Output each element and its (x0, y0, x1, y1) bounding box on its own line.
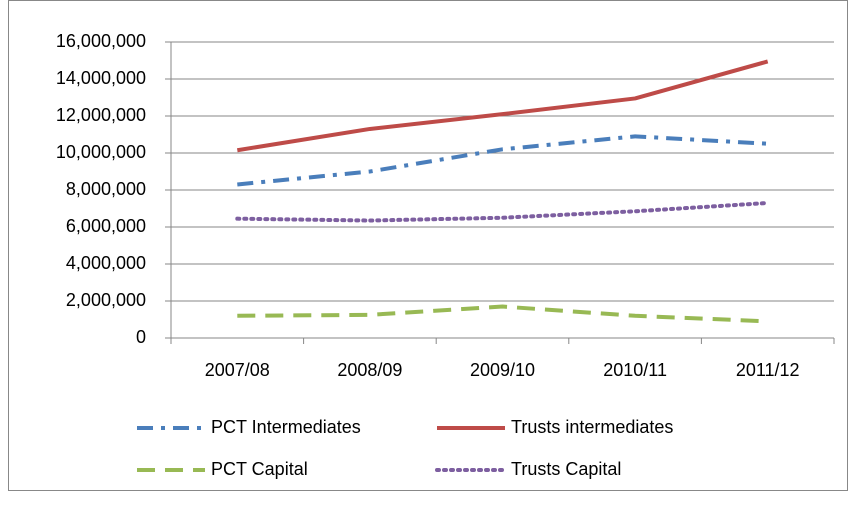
y-tick-label: 0 (136, 327, 146, 347)
series-line (235, 200, 770, 223)
legend-label: PCT Intermediates (211, 417, 361, 437)
series-line (237, 134, 768, 187)
y-tick-label: 16,000,000 (56, 31, 146, 51)
y-tick-label: 2,000,000 (66, 290, 146, 310)
x-tick-label: 2007/08 (205, 360, 270, 380)
y-tick-label: 12,000,000 (56, 105, 146, 125)
chart-frame (8, 0, 848, 491)
y-tick-label: 14,000,000 (56, 68, 146, 88)
x-tick-label: 2011/12 (736, 360, 800, 380)
legend-label: PCT Capital (211, 459, 308, 479)
y-tick-label: 8,000,000 (66, 179, 146, 199)
y-tick-label: 6,000,000 (66, 216, 146, 236)
y-tick-label: 4,000,000 (66, 253, 146, 273)
series-line (236, 59, 769, 153)
y-tick-label: 10,000,000 (56, 142, 146, 162)
legend-label: Trusts intermediates (511, 417, 673, 437)
series-line (237, 304, 768, 324)
x-tick-label: 2009/10 (470, 360, 535, 380)
x-tick-label: 2010/11 (603, 360, 667, 380)
legend-label: Trusts Capital (511, 459, 621, 479)
x-tick-label: 2008/09 (337, 360, 402, 380)
